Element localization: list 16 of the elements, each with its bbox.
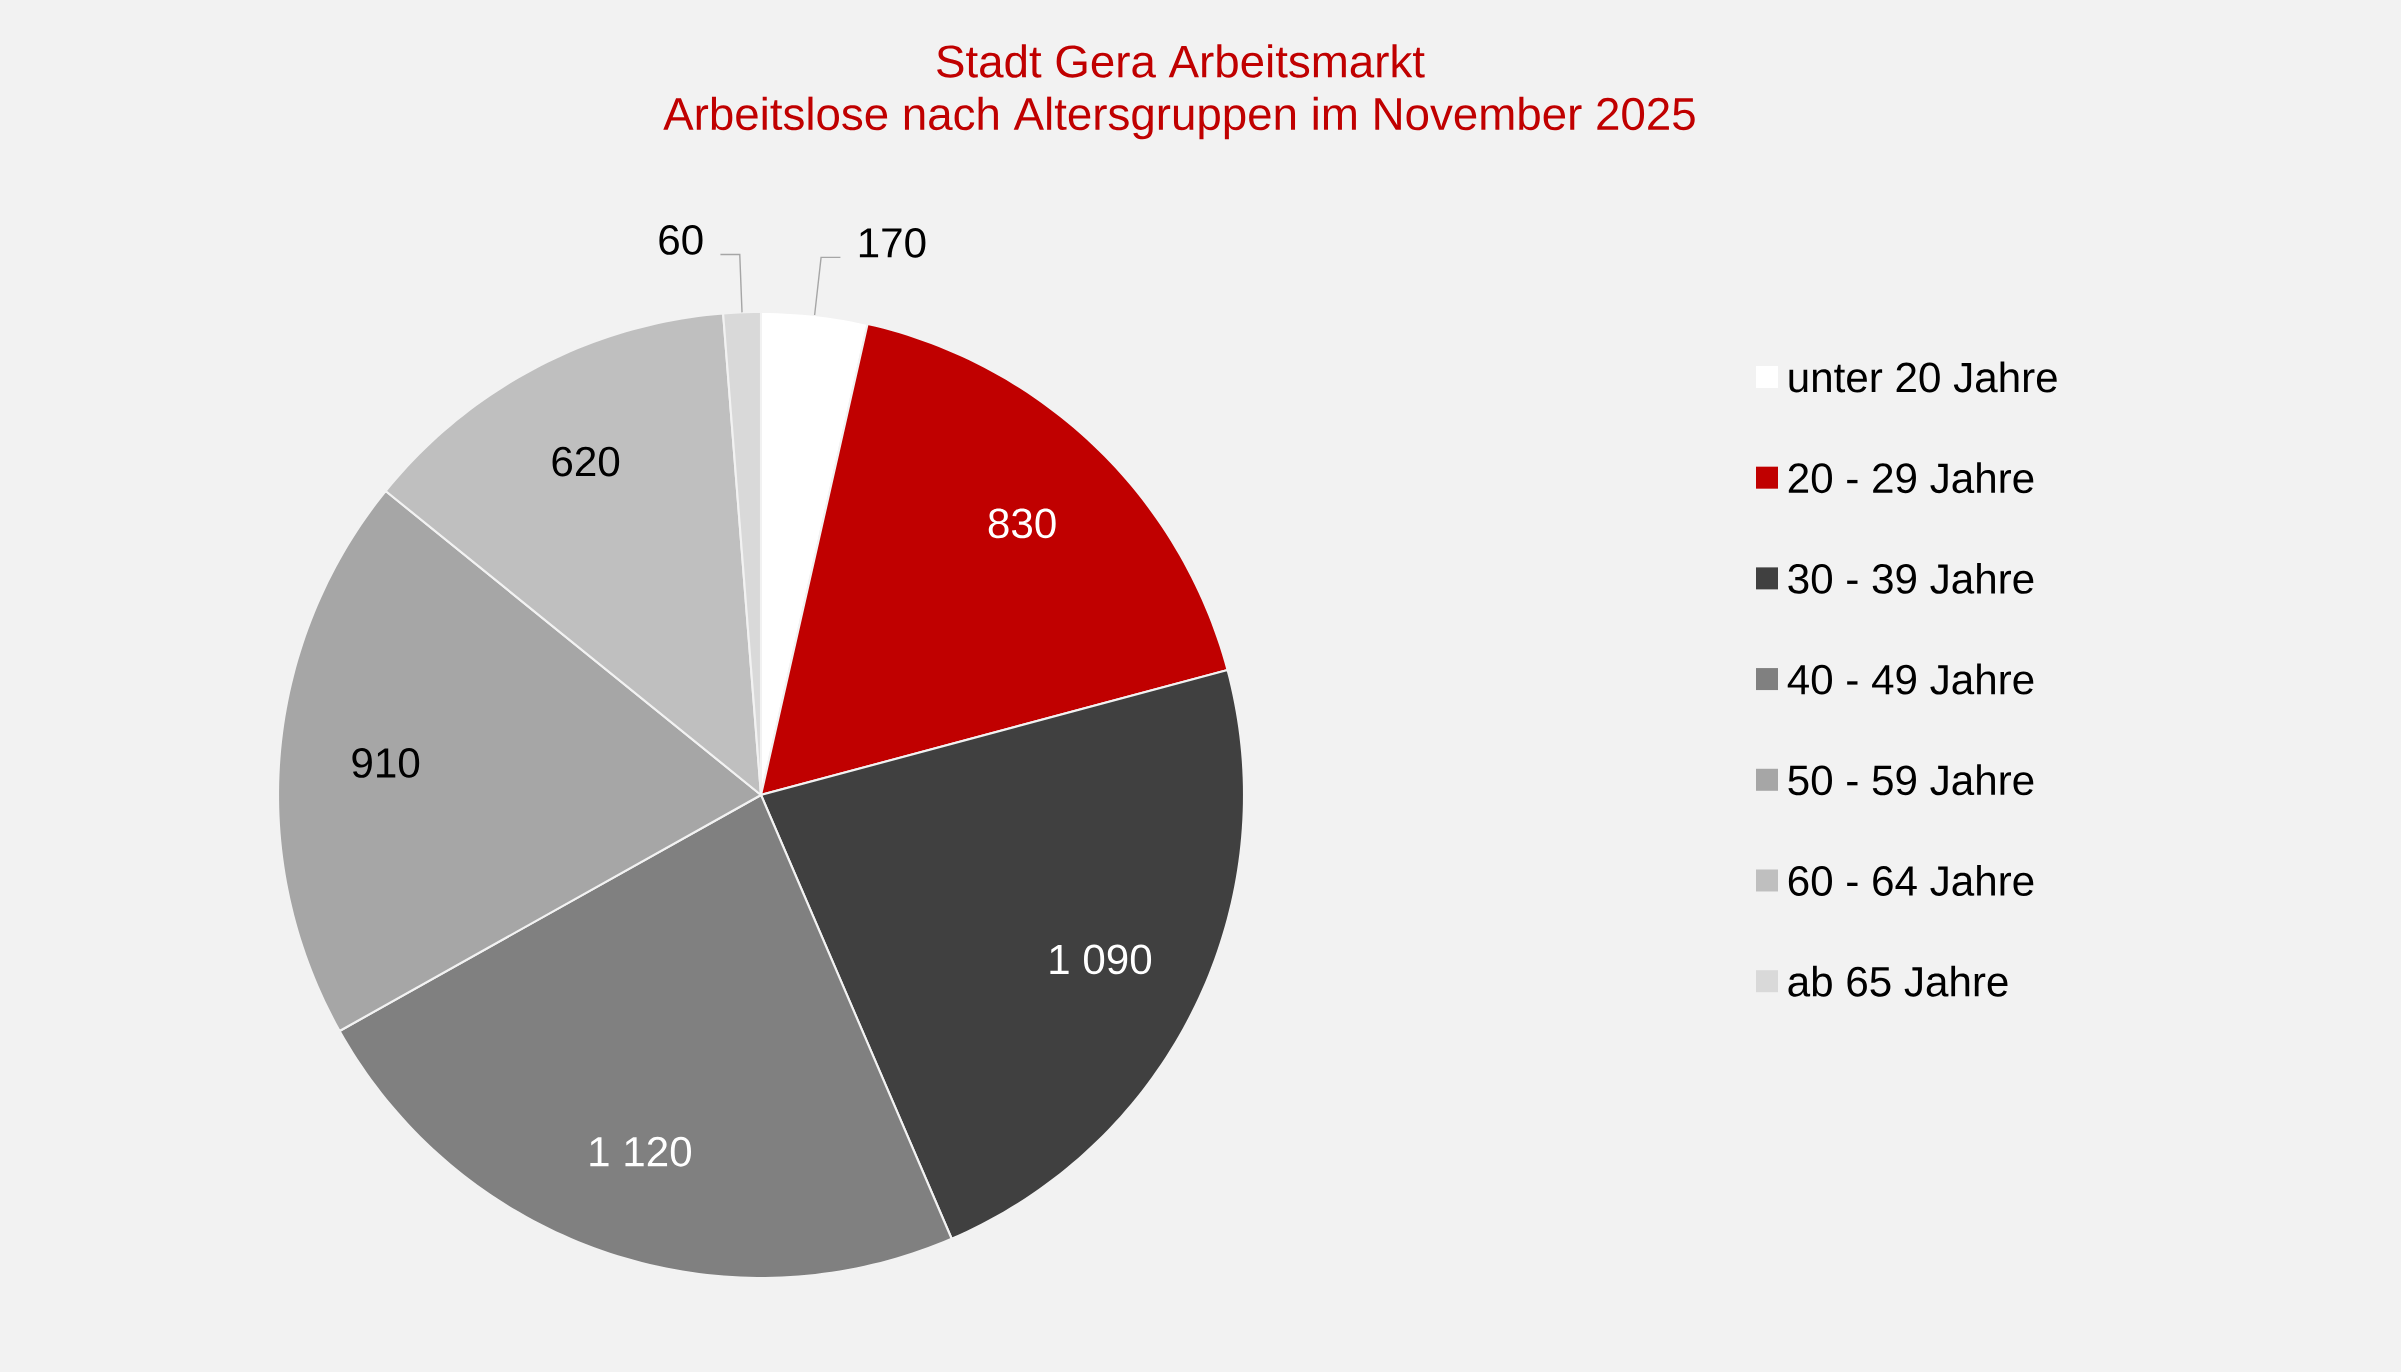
data-label: 830: [988, 508, 1056, 539]
legend-label: 30 - 39 Jahre: [1788, 562, 2034, 594]
legend-label: 60 - 64 Jahre: [1788, 865, 2034, 896]
data-label: 170: [859, 227, 926, 258]
data-label: 1 120: [590, 1136, 692, 1167]
legend-label: 40 - 49 Jahre: [1787, 663, 2034, 695]
legend-label: ab 65 Jahre: [1788, 965, 2008, 997]
legend-label: 50 - 59 Jahre: [1788, 764, 2034, 796]
legend-label: 20 - 29 Jahre: [1788, 462, 2034, 494]
chart-subtitle: Arbeitslose nach Altersgruppen im November 2025: [663, 96, 1695, 140]
data-label: 910: [352, 748, 420, 778]
data-label: 60: [659, 225, 703, 255]
chart-title: Stadt Gera Arbeitsmarkt: [937, 44, 1425, 78]
data-label: 620: [552, 446, 620, 477]
data-label: 1 090: [1050, 944, 1152, 975]
legend-label: unter 20 Jahre: [1789, 361, 2057, 393]
